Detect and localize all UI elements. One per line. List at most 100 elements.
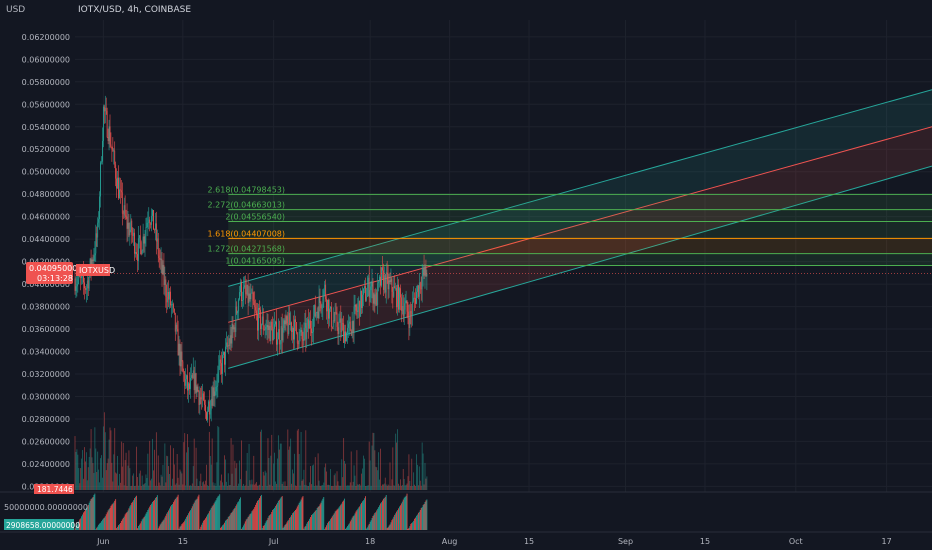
volume-bar <box>207 486 209 490</box>
volume-bar <box>146 478 148 490</box>
osc-bar <box>158 526 160 530</box>
candle-body <box>99 196 100 220</box>
candle-body <box>105 107 107 112</box>
candle-body <box>218 366 220 373</box>
osc-bar <box>244 521 246 530</box>
osc-bar <box>310 517 311 530</box>
volume-bar <box>81 458 83 490</box>
y-tick-label: 0.02800000 <box>22 415 70 424</box>
candle-body <box>383 275 385 290</box>
candle-body <box>326 299 328 312</box>
osc-bar <box>235 506 237 530</box>
volume-bar <box>351 485 353 490</box>
volume-bar <box>393 485 395 490</box>
volume-bar <box>251 479 253 490</box>
candle-body <box>238 299 240 312</box>
candle-body <box>204 400 205 405</box>
candle-body <box>171 304 172 306</box>
osc-bar <box>168 510 170 530</box>
price-badge-bg <box>26 262 73 284</box>
candle-body <box>247 284 249 303</box>
volume-bar <box>196 478 198 490</box>
osc-bar <box>380 503 381 530</box>
candle-series[interactable] <box>74 95 428 427</box>
x-tick-label: 15 <box>178 537 188 546</box>
candle-body <box>409 311 411 328</box>
volume-bar <box>261 485 263 490</box>
symbol-title[interactable]: IOTX/USD, 4h, COINBASE <box>78 5 192 15</box>
osc-bar <box>164 517 166 530</box>
candle-body <box>325 284 327 300</box>
osc-bar <box>251 511 253 530</box>
volume-bar <box>186 452 188 490</box>
candle-body <box>212 387 214 406</box>
x-tick-label: 17 <box>882 537 892 546</box>
osc-bar <box>351 517 353 530</box>
osc-bar <box>397 510 398 530</box>
osc-bar <box>225 520 226 530</box>
osc-bar <box>221 526 223 530</box>
candle-body <box>231 323 233 344</box>
candle-body <box>333 320 335 322</box>
candle-body <box>254 304 256 308</box>
osc-bar <box>407 528 409 530</box>
volume-bar <box>297 428 299 490</box>
osc-bar <box>165 515 167 530</box>
volume-bar <box>90 429 92 490</box>
volume-bar <box>114 428 116 490</box>
osc-bar <box>255 504 257 530</box>
candle-body <box>395 288 397 289</box>
osc-bar <box>206 516 207 530</box>
osc-bar <box>216 498 218 530</box>
osc-bar <box>147 510 149 530</box>
volume-bar <box>101 455 102 490</box>
osc-bar <box>339 506 341 530</box>
candle-body <box>162 265 164 275</box>
volume-bar <box>141 475 143 490</box>
osc-bar <box>369 521 371 530</box>
volume-bar <box>328 484 329 490</box>
osc-bar <box>398 508 399 530</box>
osc-bar <box>363 500 364 530</box>
osc-bar <box>167 512 169 530</box>
osc-bar <box>413 520 415 530</box>
volume-bar <box>174 484 176 490</box>
candle-body <box>344 331 345 343</box>
candle-body <box>336 312 338 328</box>
osc-bar <box>234 507 236 530</box>
volume-bar <box>268 458 270 490</box>
volume-bar <box>208 431 210 490</box>
candle-body <box>401 305 403 311</box>
osc-bar <box>291 515 293 530</box>
volume-bar <box>376 467 378 490</box>
volume-bar <box>203 481 205 490</box>
volume-bar <box>100 458 101 490</box>
candle-body <box>87 280 89 289</box>
osc-bar <box>305 525 307 530</box>
time-axis[interactable]: Jun 15 Jul 18 Aug 15 Sep 15 Oct 17 <box>96 537 892 546</box>
candle-body <box>137 238 139 261</box>
y-tick-label: 0.03800000 <box>22 303 70 312</box>
osc-bar <box>224 522 225 530</box>
osc-bar <box>226 518 228 530</box>
volume-bar <box>107 458 109 490</box>
volume-bar <box>354 475 356 490</box>
volume-bar <box>170 445 171 490</box>
osc-bar <box>191 506 193 530</box>
osc-bar <box>374 512 376 530</box>
candle-body <box>168 291 170 300</box>
osc-bar <box>276 504 277 530</box>
candle-body <box>252 292 254 301</box>
candle-body <box>350 330 352 336</box>
osc-bar <box>190 508 192 530</box>
y-tick-label: 0.06000000 <box>22 55 70 64</box>
volume-bar <box>317 453 319 490</box>
fib-extension[interactable]: 1(0.04165095) 1.272(0.04271568) 1.618(0.04… <box>208 185 932 267</box>
osc-bar <box>290 516 292 530</box>
candle-body <box>198 391 200 405</box>
candle-body <box>301 329 303 340</box>
volume-bar <box>412 485 414 490</box>
osc-bar <box>275 506 276 530</box>
osc-bar <box>102 518 104 530</box>
